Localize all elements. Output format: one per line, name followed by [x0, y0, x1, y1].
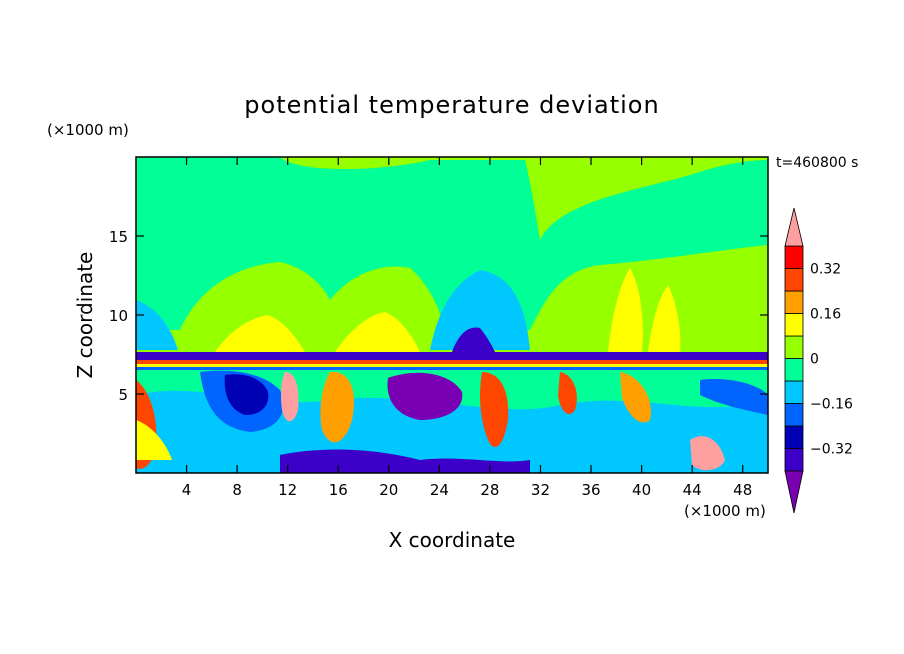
colorbar-segment	[784, 425, 804, 449]
field-region-cyan-left	[136, 300, 178, 350]
field-lower-left-yellow	[136, 420, 172, 460]
x-tick-label: 32	[531, 481, 550, 499]
colorbar-tick-label: 0	[810, 352, 819, 368]
x-tick-label: 20	[379, 481, 398, 499]
x-tick-label: 4	[182, 481, 192, 499]
colorbar-segment	[784, 335, 804, 359]
chart-title: potential temperature deviation	[244, 91, 659, 119]
field-lower-red	[480, 372, 509, 448]
field-region-yellow-right2	[648, 285, 681, 352]
colorbar-tick-label: 0.32	[810, 262, 841, 278]
field-region-yellow-mid1	[215, 315, 305, 352]
field-band-purple	[136, 352, 768, 360]
x-unit-label: (×1000 m)	[684, 502, 766, 520]
plot-area	[135, 156, 769, 474]
field-region-yellow-mid2	[335, 312, 420, 352]
colorbar-segment	[784, 290, 804, 314]
field-region-navy-mid	[452, 327, 495, 352]
x-tick-label: 44	[683, 481, 702, 499]
field-region-yellow-right1	[608, 268, 643, 352]
x-tick-label: 8	[232, 481, 242, 499]
x-tick-label: 40	[632, 481, 651, 499]
x-tick-label: 28	[480, 481, 499, 499]
colorbar-tick-label: −0.32	[810, 442, 853, 458]
field-band-yellow	[136, 364, 768, 367]
x-axis-label: X coordinate	[389, 528, 516, 552]
x-tick-label: 24	[430, 481, 449, 499]
x-tick-label: 12	[278, 481, 297, 499]
colorbar-segment	[784, 245, 804, 269]
colorbar-segment	[784, 403, 804, 427]
y-axis-label: Z coordinate	[73, 252, 97, 379]
colorbar-max-triangle	[784, 207, 804, 247]
field-lower-right-orange	[620, 372, 651, 423]
colorbar: 0.32 0.16 0 −0.16 −0.32	[784, 207, 853, 514]
field-lower-navy	[224, 374, 269, 415]
x-tick-label: 36	[581, 481, 600, 499]
y-axis: 5 10 15	[109, 228, 768, 404]
colorbar-segment	[784, 448, 804, 472]
field-lower-orange	[320, 371, 354, 443]
x-tick-label: 48	[733, 481, 752, 499]
colorbar-min-triangle	[784, 470, 804, 514]
field-lower-right-pink	[690, 436, 725, 471]
y-unit-label: (×1000 m)	[47, 121, 129, 139]
field-lower-pink	[281, 372, 299, 422]
field-region-green-lower	[180, 262, 445, 330]
field-lower-floor	[280, 449, 530, 473]
colorbar-tick-label: 0.16	[810, 307, 841, 323]
colorbar-segment	[784, 380, 804, 404]
y-tick-label: 15	[109, 228, 128, 246]
colorbar-segment	[784, 268, 804, 292]
field-lower-right-blue	[700, 379, 768, 415]
colorbar-segment	[784, 358, 804, 382]
time-label: t=460800 s	[776, 155, 858, 171]
field-lower-right-warm	[558, 372, 577, 415]
y-tick-label: 5	[118, 386, 128, 404]
field-lower-purple	[387, 372, 463, 420]
colorbar-segment	[784, 313, 804, 337]
field-band-red	[136, 360, 768, 364]
colorbar-tick-label: −0.16	[810, 397, 853, 413]
field-band-blue	[136, 367, 768, 370]
x-axis: 4 8 12 16 20 24 28 32 36 40 44 48	[182, 157, 752, 499]
y-tick-label: 10	[109, 307, 128, 325]
x-tick-label: 16	[329, 481, 348, 499]
field-region-cyan-mid	[430, 270, 530, 350]
